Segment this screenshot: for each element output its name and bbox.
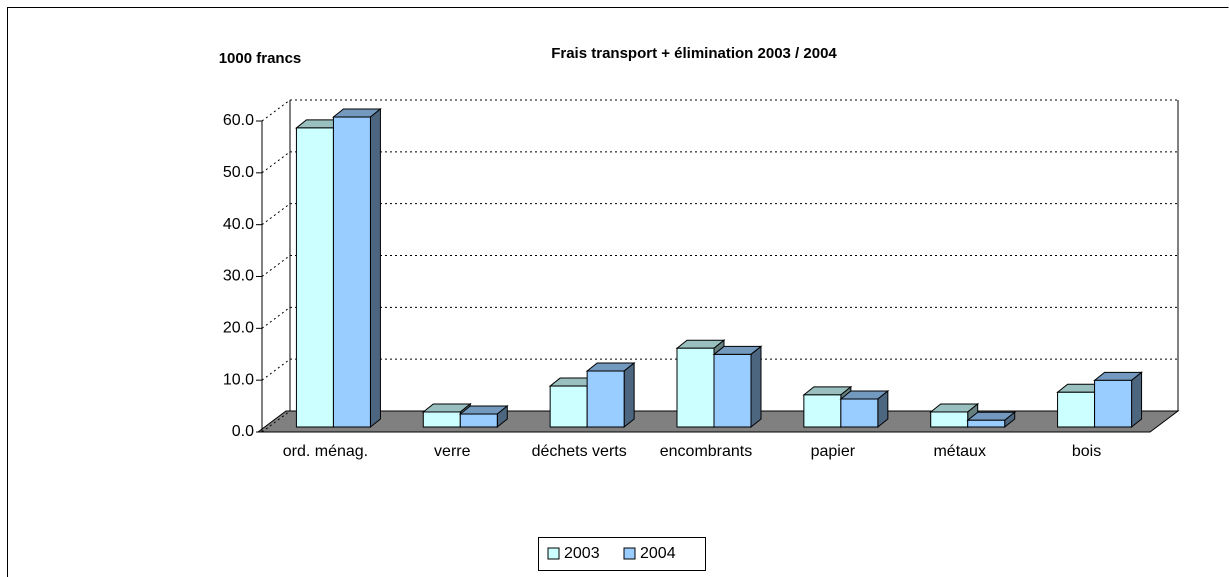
x-tick-label: ord. ménag. <box>282 443 369 460</box>
grid-line <box>261 255 1178 277</box>
legend-swatch <box>547 547 560 560</box>
y-tick-label: 50.0 <box>223 164 254 181</box>
x-tick-label: bois <box>1071 443 1102 460</box>
x-tick-label: métaux <box>933 443 986 460</box>
y-tick-label: 60.0 <box>223 112 254 129</box>
bar-front <box>295 127 334 428</box>
bar <box>712 345 763 429</box>
bar-front <box>676 347 715 428</box>
y-axis-label: 1000 francs <box>219 50 302 67</box>
bar <box>839 389 890 429</box>
bar <box>458 405 509 429</box>
bar-front <box>459 413 498 428</box>
y-tick-label: 10.0 <box>223 371 254 388</box>
y-tick-label: 0.0 <box>232 423 254 440</box>
grid-line <box>261 203 1178 226</box>
legend-swatch <box>623 547 636 560</box>
x-tick-label: papier <box>810 443 856 460</box>
bar-front <box>1057 391 1096 428</box>
grid-line <box>261 358 1178 381</box>
bar-front <box>332 116 371 428</box>
legend: 2003 2004 <box>538 537 706 571</box>
bar-side <box>750 345 762 429</box>
legend-box <box>538 537 706 571</box>
legend-label: 2003 <box>564 545 600 562</box>
y-tick-label: 30.0 <box>223 268 254 285</box>
x-tick-label: déchets verts <box>531 443 627 460</box>
y-tick-label: 20.0 <box>223 320 254 337</box>
bar-side <box>1131 371 1143 429</box>
bar <box>1093 371 1143 429</box>
bar-side <box>369 107 381 429</box>
grid-line <box>261 151 1178 174</box>
bar-front <box>549 385 588 428</box>
x-tick-label: encombrants <box>659 443 753 460</box>
bar-side <box>623 361 635 429</box>
y-tick-label: 40.0 <box>223 216 254 233</box>
bar-front <box>803 394 842 428</box>
legend-label: 2004 <box>640 545 676 562</box>
bar-front <box>713 353 752 428</box>
bar-front <box>422 411 461 428</box>
grid-line <box>261 306 1178 329</box>
chart-title: Frais transport + élimination 2003 / 200… <box>551 45 837 62</box>
x-tick-label: verre <box>434 443 471 460</box>
bar <box>585 361 636 429</box>
bar-front <box>967 419 1006 428</box>
bar-front <box>586 370 625 428</box>
grid-line <box>261 99 1178 122</box>
bar-front <box>1094 379 1133 428</box>
bar-front <box>930 411 969 428</box>
bar <box>332 107 382 429</box>
bar-front <box>840 398 879 428</box>
chart-border <box>7 7 1229 577</box>
bar <box>966 411 1017 429</box>
